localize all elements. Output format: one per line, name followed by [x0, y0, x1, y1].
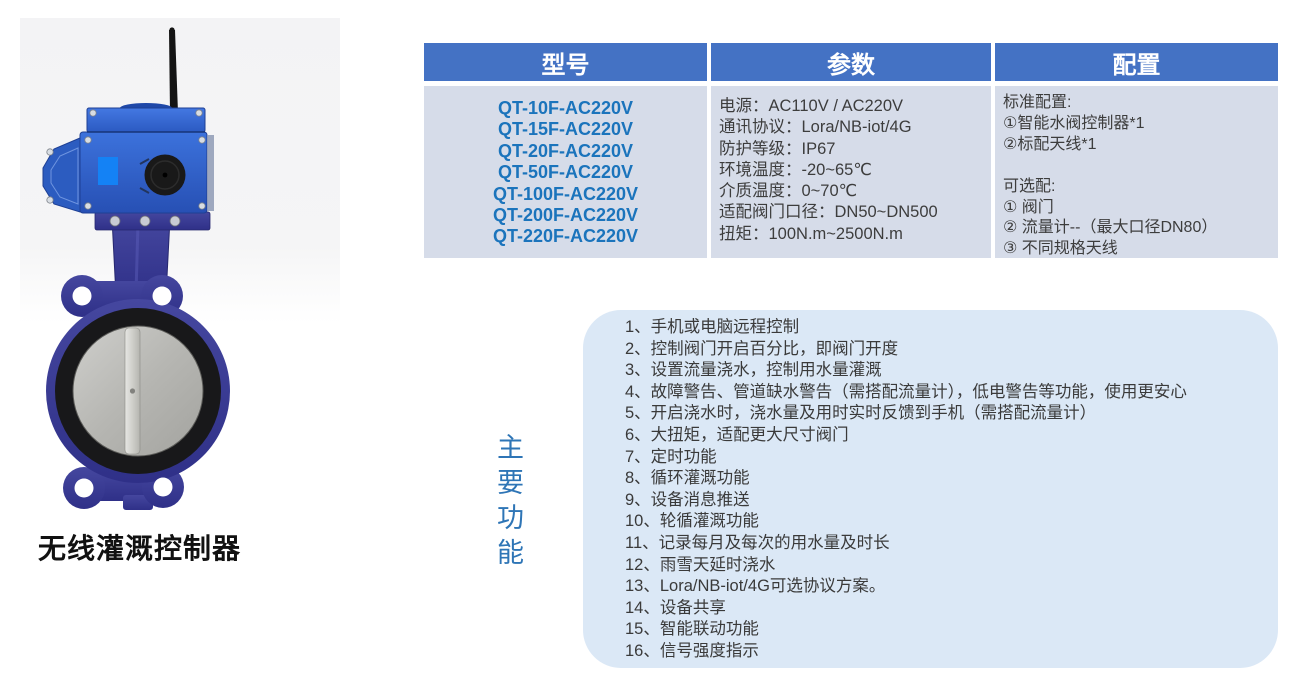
feature-item: 4、故障警告、管道缺水警告（需搭配流量计），低电警告等功能，使用更安心 [625, 382, 1187, 401]
model-number: QT-220F-AC220V [492, 226, 639, 247]
actuator-label [98, 157, 118, 185]
configuration-line: 标准配置: [1003, 94, 1072, 111]
actuator-knob [144, 154, 186, 196]
table-header-model: 型号 [424, 43, 707, 81]
main-functions-label: 主要功能 [493, 433, 523, 573]
feature-item: 3、设置流量浇水，控制用水量灌溉 [625, 361, 882, 380]
actuator-lid [86, 107, 206, 133]
antenna [169, 27, 178, 113]
model-number: QT-10F-AC220V [497, 98, 634, 118]
parameter-line: 扭矩：100N.m~2500N.m [719, 224, 903, 243]
configuration-line: ① 阀门 [1003, 198, 1054, 216]
parameter-line: 适配阀门口径：DN50~DN500 [719, 203, 938, 222]
table-cell-models: QT-10F-AC220V QT-15F-AC220V QT-20F-AC220V Q… [424, 86, 707, 258]
parameter-line: 环境温度：-20~65℃ [719, 160, 872, 179]
valve-body [46, 275, 230, 510]
table-header-parameters: 参数 [711, 43, 991, 81]
feature-item: 10、轮循灌溉功能 [625, 512, 759, 531]
feature-item: 5、开启浇水时，浇水量及用时实时反馈到手机（需搭配流量计） [625, 404, 1097, 423]
configuration-line: ② 流量计--（最大口径DN80） [1003, 219, 1218, 237]
model-number: QT-200F-AC220V [492, 205, 639, 226]
model-number: QT-100F-AC220V [492, 183, 639, 204]
feature-item: 12、雨雪天延时浇水 [625, 555, 776, 574]
parameter-line: 通讯协议：Lora/NB-iot/4G [719, 118, 912, 137]
configuration-line: ①智能水阀控制器*1 [1003, 114, 1145, 132]
actuator-mount-flange [94, 211, 211, 231]
parameter-line: 介质温度：0~70℃ [719, 182, 858, 201]
feature-item: 16、信号强度指示 [625, 641, 759, 660]
parameter-line: 防护等级：IP67 [719, 139, 836, 158]
model-number: QT-15F-AC220V [497, 119, 634, 140]
feature-item: 8、循环灌溉功能 [625, 469, 750, 488]
bolt-hole [74, 478, 94, 498]
feature-item: 6、大扭矩，适配更大尺寸阀门 [625, 425, 849, 444]
table-cell-parameters: 电源：AC110V / AC220V 通讯协议：Lora/NB-iot/4G 防护等… [711, 86, 991, 258]
feature-item: 14、设备共享 [625, 598, 726, 617]
feature-item: 15、智能联动功能 [625, 620, 759, 639]
configuration-line: ③ 不同规格天线 [1003, 240, 1118, 258]
model-number: QT-50F-AC220V [497, 162, 634, 183]
configuration-line [1003, 156, 1276, 177]
bolt-hole [153, 477, 173, 497]
configuration-line: ②标配天线*1 [1003, 135, 1097, 153]
table-header-configuration: 配置 [995, 43, 1278, 81]
screws [46, 109, 206, 210]
product-photo-wireless-valve [20, 18, 340, 510]
product-caption: 无线灌溉控制器 [38, 533, 242, 564]
feature-item: 13、Lora/NB-iot/4G可选协议方案。 [625, 577, 886, 596]
feature-item: 7、定时功能 [625, 447, 717, 466]
parameter-line: 电源：AC110V / AC220V [719, 97, 904, 115]
feature-item: 1、手机或电脑远程控制 [625, 318, 800, 336]
bolt-hole [152, 286, 172, 306]
spec-table: 型号 参数 配置 QT-10F-AC220V QT-15F-AC220V QT-20… [424, 43, 1278, 258]
feature-item: 11、记录每月及每次的用水量及时长 [625, 533, 890, 552]
actuator-body [42, 103, 214, 214]
main-functions-box: 1、手机或电脑远程控制 2、控制阀门开启百分比，即阀门开度 3、设置流量浇水，控制用… [583, 310, 1278, 668]
bolt-hole [72, 286, 92, 306]
feature-item: 2、控制阀门开启百分比，即阀门开度 [625, 339, 899, 358]
table-cell-configuration: 标准配置: ①智能水阀控制器*1 ②标配天线*1 可选配: ① 阀门 ② 流量计--（最… [995, 86, 1278, 258]
model-number: QT-20F-AC220V [497, 140, 634, 161]
feature-item: 9、设备消息推送 [625, 490, 750, 509]
configuration-line: 可选配: [1003, 177, 1056, 195]
